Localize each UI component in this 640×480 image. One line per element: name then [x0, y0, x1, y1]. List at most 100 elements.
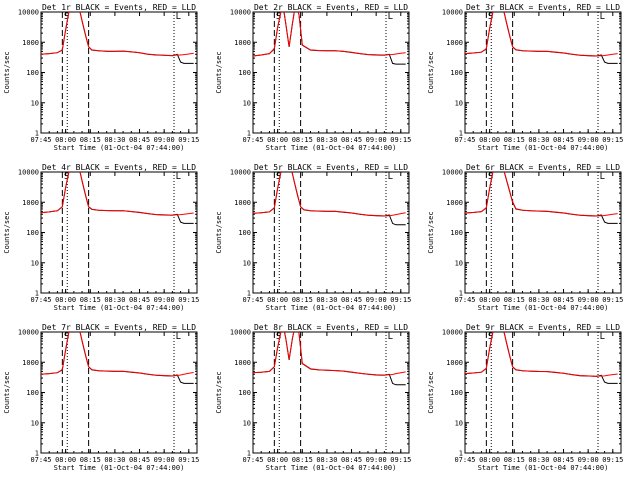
y-tick-label: 1000: [22, 199, 39, 207]
lld-rate-line: [253, 172, 406, 217]
x-tick-label: 09:00: [578, 296, 599, 304]
x-tick-label: 09:00: [154, 296, 175, 304]
y-tick-label: 100: [26, 69, 39, 77]
event-marker-label: L: [388, 172, 393, 182]
event-marker-label: S: [488, 332, 493, 342]
x-tick-label: 08:30: [316, 136, 337, 144]
x-tick-label: 08:15: [504, 136, 525, 144]
y-tick-label: 1000: [22, 359, 39, 367]
x-tick-label: 09:00: [154, 456, 175, 464]
y-tick-label: 100: [450, 389, 463, 397]
y-tick-label: 10: [31, 99, 39, 107]
y-tick-label: 100: [26, 229, 39, 237]
x-tick-label: 07:45: [30, 456, 51, 464]
lld-rate-line: [253, 12, 406, 57]
x-tick-label: 08:45: [553, 136, 574, 144]
x-tick-label: 08:15: [80, 296, 101, 304]
event-marker-label: L: [388, 332, 393, 342]
x-axis-label: Start Time (01-Oct-04 07:44:00): [266, 464, 397, 472]
event-marker-label: S: [276, 332, 281, 342]
x-tick-label: 08:00: [479, 456, 500, 464]
x-tick-label: 09:15: [390, 136, 411, 144]
x-tick-label: 07:45: [454, 296, 475, 304]
y-tick-label: 1: [459, 130, 463, 138]
x-axis-label: Start Time (01-Oct-04 07:44:00): [266, 144, 397, 152]
y-tick-label: 10000: [442, 9, 463, 17]
x-tick-label: 08:15: [292, 296, 313, 304]
x-tick-label: 08:45: [553, 456, 574, 464]
y-tick-label: 10: [455, 259, 463, 267]
x-tick-label: 08:30: [316, 296, 337, 304]
x-tick-label: 09:15: [178, 456, 199, 464]
x-tick-label: 08:00: [479, 296, 500, 304]
event-marker-label: S: [488, 172, 493, 182]
x-tick-label: 08:45: [129, 456, 150, 464]
y-tick-label: 10: [243, 99, 251, 107]
y-axis-label: Counts/sec: [215, 371, 223, 413]
x-tick-label: 08:30: [104, 296, 125, 304]
lld-rate-line: [465, 332, 618, 377]
event-marker-label: L: [176, 172, 181, 182]
x-tick-label: 09:00: [366, 136, 387, 144]
chart-title: Det 7r BLACK = Events, RED = LLD: [42, 323, 196, 332]
x-tick-label: 08:00: [267, 456, 288, 464]
chart-panel: Det 6r BLACK = Events, RED = LLD 1 10 100 10…: [427, 163, 623, 312]
chart-title: Det 3r BLACK = Events, RED = LLD: [466, 3, 620, 12]
x-tick-label: 07:45: [454, 456, 475, 464]
y-axis-label: Counts/sec: [3, 211, 11, 253]
y-tick-label: 10: [243, 419, 251, 427]
x-tick-label: 08:00: [479, 136, 500, 144]
y-axis-label: Counts/sec: [215, 211, 223, 253]
x-tick-label: 08:30: [528, 136, 549, 144]
event-marker-label: S: [64, 172, 69, 182]
x-axis-label: Start Time (01-Oct-04 07:44:00): [54, 304, 185, 312]
x-tick-label: 08:00: [55, 456, 76, 464]
x-tick-label: 08:15: [80, 456, 101, 464]
y-tick-label: 10000: [18, 329, 39, 337]
x-axis-label: Start Time (01-Oct-04 07:44:00): [54, 144, 185, 152]
event-marker-label: L: [176, 12, 181, 22]
chart-panel: Det 5r BLACK = Events, RED = LLD 1 10 100 10…: [215, 163, 411, 312]
y-tick-label: 1: [247, 290, 251, 298]
event-marker-label: S: [276, 172, 281, 182]
y-tick-label: 10: [243, 259, 251, 267]
y-tick-label: 10: [455, 419, 463, 427]
x-tick-label: 09:15: [602, 296, 623, 304]
y-tick-label: 100: [238, 229, 251, 237]
x-tick-label: 08:30: [528, 296, 549, 304]
y-tick-label: 1000: [234, 39, 251, 47]
y-tick-label: 1: [35, 290, 39, 298]
x-tick-label: 09:00: [366, 296, 387, 304]
y-tick-label: 1: [247, 450, 251, 458]
x-tick-label: 09:15: [602, 456, 623, 464]
y-tick-label: 1000: [234, 359, 251, 367]
x-axis-label: Start Time (01-Oct-04 07:44:00): [478, 304, 609, 312]
x-tick-label: 07:45: [30, 136, 51, 144]
y-tick-label: 10: [31, 259, 39, 267]
y-tick-label: 10000: [442, 329, 463, 337]
y-tick-label: 100: [238, 389, 251, 397]
y-tick-label: 100: [26, 389, 39, 397]
y-tick-label: 1: [247, 130, 251, 138]
x-tick-label: 09:15: [178, 296, 199, 304]
chart-title: Det 2r BLACK = Events, RED = LLD: [254, 3, 408, 12]
chart-panel: Det 9r BLACK = Events, RED = LLD 1 10 100 10…: [427, 323, 623, 472]
lld-rate-line: [41, 332, 194, 377]
x-tick-label: 08:45: [129, 136, 150, 144]
y-tick-label: 1000: [446, 199, 463, 207]
event-marker-label: S: [276, 12, 281, 22]
event-marker-label: L: [176, 332, 181, 342]
y-tick-label: 10000: [230, 9, 251, 17]
y-tick-label: 10: [455, 99, 463, 107]
x-tick-label: 08:30: [104, 456, 125, 464]
chart-title: Det 5r BLACK = Events, RED = LLD: [254, 163, 408, 172]
x-tick-label: 08:45: [341, 136, 362, 144]
chart-panel: Det 7r BLACK = Events, RED = LLD 1 10 100 10…: [3, 323, 199, 472]
x-tick-label: 09:15: [390, 296, 411, 304]
event-marker-label: L: [600, 12, 605, 22]
lld-rate-line: [41, 12, 194, 57]
y-tick-label: 10000: [18, 9, 39, 17]
y-axis-label: Counts/sec: [427, 51, 435, 93]
x-tick-label: 08:00: [55, 296, 76, 304]
